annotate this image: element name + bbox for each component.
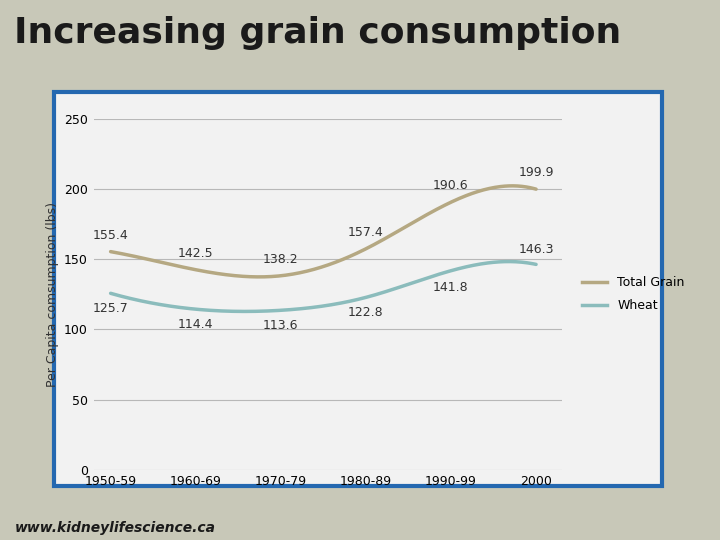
- Text: 157.4: 157.4: [348, 226, 384, 239]
- Legend: Total Grain, Wheat: Total Grain, Wheat: [577, 271, 690, 318]
- Text: 114.4: 114.4: [178, 318, 213, 330]
- Text: 146.3: 146.3: [518, 243, 554, 256]
- Text: 113.6: 113.6: [263, 319, 299, 332]
- Text: 141.8: 141.8: [433, 281, 469, 294]
- Text: www.kidneylifescience.ca: www.kidneylifescience.ca: [14, 521, 215, 535]
- Y-axis label: Per Capita comsumption (lbs): Per Capita comsumption (lbs): [45, 202, 58, 387]
- Text: Increasing grain consumption: Increasing grain consumption: [14, 16, 621, 50]
- Text: 125.7: 125.7: [93, 302, 128, 315]
- Text: 199.9: 199.9: [518, 166, 554, 179]
- Text: 122.8: 122.8: [348, 306, 384, 319]
- Text: 190.6: 190.6: [433, 179, 469, 192]
- Text: 155.4: 155.4: [93, 229, 128, 242]
- Text: 138.2: 138.2: [263, 253, 299, 266]
- Text: 142.5: 142.5: [178, 247, 214, 260]
